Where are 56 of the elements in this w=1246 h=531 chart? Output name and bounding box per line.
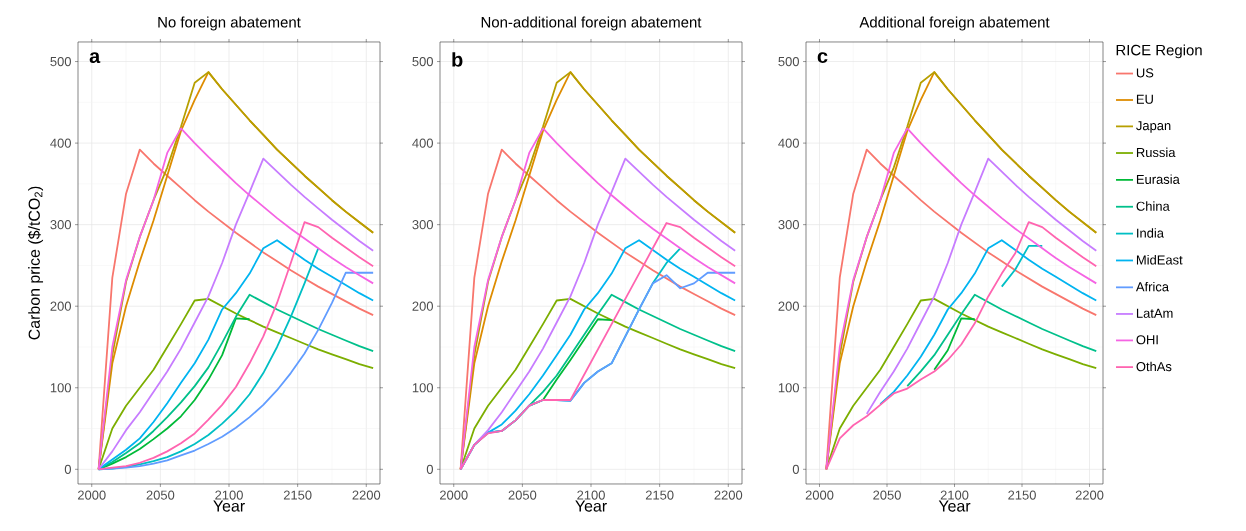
x-tick-label: 2050 <box>508 490 537 500</box>
x-tick-label: 2000 <box>439 490 468 500</box>
x-axis-title: Year <box>938 500 971 512</box>
annotation: a <box>89 52 101 64</box>
y-tick-label: 100 <box>50 383 71 393</box>
annotation: b <box>452 52 463 67</box>
x-axis-title: Year <box>213 500 245 512</box>
y-tick-label: 200 <box>412 301 433 311</box>
y-tick-label: 400 <box>778 138 799 148</box>
y-tick-label: 500 <box>412 56 433 67</box>
y-tick-label: 200 <box>50 301 71 311</box>
x-tick-label: 2150 <box>283 490 312 500</box>
x-axis-title: Year <box>575 500 607 512</box>
y-tick-label: 500 <box>778 56 799 67</box>
chart-title: Additional foreign abatement <box>859 16 1050 31</box>
y-tick-label: 100 <box>778 383 799 393</box>
legend-label: Eurasia <box>1136 174 1180 184</box>
annotation: c <box>817 52 828 64</box>
y-tick-label: 100 <box>412 383 433 393</box>
chart-title: No foreign abatement <box>158 16 301 31</box>
x-tick-label: 2100 <box>577 490 605 500</box>
x-tick-label: 2150 <box>1008 490 1036 500</box>
y-tick-label: 400 <box>412 138 433 148</box>
x-tick-label: 2150 <box>645 490 674 500</box>
y-tick-label: 500 <box>50 56 71 67</box>
y-tick-label: 400 <box>50 138 71 148</box>
y-tick-label: 300 <box>778 220 799 230</box>
legend-label: Russia <box>1136 147 1176 158</box>
legend-label: EU <box>1136 94 1153 104</box>
y-axis-title: Carbon price ($/tCO$_{2}$) <box>27 186 44 340</box>
x-tick-label: 2200 <box>714 490 743 500</box>
legend-label: China <box>1136 201 1170 211</box>
x-tick-label: 2050 <box>146 490 175 500</box>
x-tick-label: 2200 <box>352 490 381 500</box>
x-tick-label: 2050 <box>873 490 901 500</box>
x-tick-label: 2200 <box>1075 490 1104 500</box>
x-tick-label: 2000 <box>77 490 106 500</box>
legend-label: OthAs <box>1136 361 1172 372</box>
legend-title: RICE Region <box>1116 44 1202 59</box>
legend-label: MidEast <box>1136 255 1183 265</box>
chart-title: Non-additional foreign abatement <box>481 16 702 31</box>
y-tick-label: 0 <box>64 464 71 474</box>
y-tick-label: 200 <box>778 301 799 311</box>
y-tick-label: 300 <box>412 220 433 230</box>
x-tick-label: 2100 <box>215 490 243 500</box>
y-tick-label: 0 <box>792 464 799 474</box>
legend-label: LatAm <box>1136 308 1173 318</box>
legend-label: Africa <box>1135 281 1170 292</box>
x-tick-label: 2000 <box>805 490 834 500</box>
y-tick-label: 0 <box>426 464 433 474</box>
legend-label: India <box>1137 228 1164 238</box>
legend-label: US <box>1136 68 1154 78</box>
legend-label: Japan <box>1136 121 1171 133</box>
y-tick-label: 300 <box>50 220 71 230</box>
legend-label: OHI <box>1136 335 1158 345</box>
x-tick-label: 2100 <box>940 490 969 500</box>
